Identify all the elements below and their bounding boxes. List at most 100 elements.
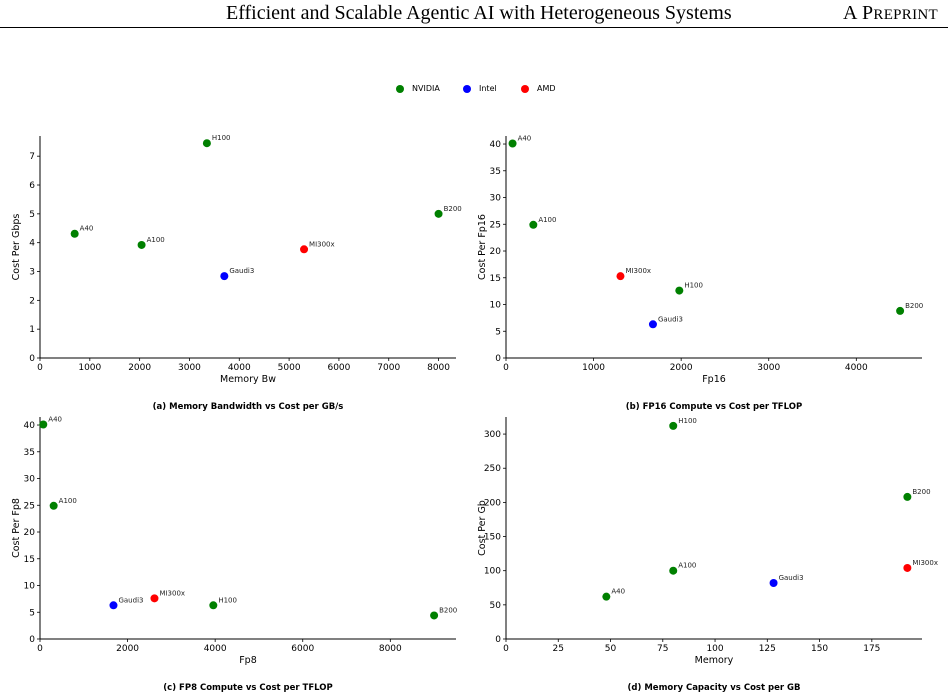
y-tick-label: 5 — [29, 608, 35, 618]
data-point-mi300x — [616, 272, 625, 281]
x-tick-label: 4000 — [845, 363, 868, 373]
x-tick-label: 4000 — [204, 644, 227, 654]
y-tick-label: 20 — [490, 247, 502, 257]
x-tick-label: 6000 — [291, 644, 314, 654]
y-tick-label: 35 — [24, 448, 35, 458]
data-point-mi300x — [300, 245, 309, 254]
y-tick-label: 10 — [24, 582, 36, 592]
x-tick-label: 150 — [811, 644, 828, 654]
y-tick-label: 35 — [490, 167, 501, 177]
y-tick-label: 0 — [495, 635, 501, 645]
data-label-b200: B200 — [439, 606, 457, 614]
data-label-b200: B200 — [912, 488, 930, 496]
x-tick-label: 1000 — [582, 363, 605, 373]
x-tick-label: 1000 — [78, 363, 101, 373]
data-point-a100 — [137, 240, 146, 249]
data-label-gaudi3: Gaudi3 — [779, 574, 804, 582]
data-point-gaudi3 — [648, 320, 657, 329]
x-tick-label: 25 — [553, 644, 564, 654]
x-tick-label: 50 — [605, 644, 617, 654]
x-tick-label: 125 — [759, 644, 776, 654]
y-axis-label: Cost Per Fp16 — [477, 214, 488, 280]
preprint-label: A PREPRINT — [843, 2, 938, 24]
data-label-gaudi3: Gaudi3 — [658, 315, 683, 323]
legend-marker-amd — [521, 84, 529, 93]
x-tick-label: 75 — [657, 644, 668, 654]
page-header: Efficient and Scalable Agentic AI with H… — [0, 0, 948, 30]
y-tick-label: 150 — [484, 533, 501, 543]
data-point-a40 — [39, 420, 48, 429]
y-tick-label: 25 — [490, 220, 501, 230]
data-label-a40: A40 — [611, 588, 625, 596]
y-tick-label: 40 — [490, 140, 502, 150]
data-point-gaudi3 — [109, 601, 118, 610]
data-label-mi300x: MI300x — [309, 240, 335, 248]
y-tick-label: 5 — [495, 327, 501, 337]
data-label-a100: A100 — [59, 497, 77, 505]
x-tick-label: 3000 — [757, 363, 780, 373]
data-label-a40: A40 — [80, 225, 94, 233]
legend-item-amd: AMD — [521, 84, 556, 93]
data-point-gaudi3 — [220, 272, 229, 281]
y-tick-label: 200 — [484, 498, 501, 508]
x-tick-label: 4000 — [228, 363, 251, 373]
data-label-a100: A100 — [147, 236, 165, 244]
y-tick-label: 1 — [29, 325, 35, 335]
data-label-mi300x: MI300x — [159, 589, 185, 597]
data-point-b200 — [896, 306, 905, 315]
caption-b: (b) FP16 Compute vs Cost per TFLOP — [625, 402, 803, 412]
data-label-h100: H100 — [678, 417, 697, 425]
x-tick-label: 2000 — [670, 363, 693, 373]
data-label-a40: A40 — [518, 134, 532, 142]
y-tick-label: 30 — [490, 194, 502, 204]
x-tick-label: 8000 — [427, 363, 450, 373]
y-tick-label: 15 — [24, 555, 35, 565]
x-tick-label: 6000 — [327, 363, 350, 373]
y-tick-label: 3 — [29, 268, 35, 278]
y-tick-label: 25 — [24, 501, 35, 511]
data-label-b200: B200 — [905, 302, 923, 310]
data-point-mi300x — [150, 594, 159, 603]
y-axis-label: Cost Per Fp8 — [11, 498, 22, 558]
x-tick-label: 8000 — [379, 644, 402, 654]
data-point-h100 — [202, 139, 211, 148]
legend-item-intel: Intel — [463, 84, 497, 93]
data-label-mi300x: MI300x — [912, 559, 938, 567]
y-tick-label: 0 — [495, 354, 501, 364]
y-tick-label: 15 — [490, 274, 501, 284]
x-tick-label: 100 — [706, 644, 723, 654]
y-tick-label: 6 — [29, 181, 35, 191]
x-tick-label: 2000 — [116, 644, 139, 654]
data-label-gaudi3: Gaudi3 — [118, 596, 143, 604]
y-tick-label: 300 — [484, 430, 501, 440]
legend-label-amd: AMD — [537, 84, 556, 93]
data-point-mi300x — [903, 563, 912, 572]
x-axis-label: Memory — [695, 655, 734, 666]
legend-label-nvidia: NVIDIA — [412, 84, 440, 93]
data-point-a100 — [529, 220, 538, 229]
y-tick-label: 40 — [24, 421, 36, 431]
data-point-h100 — [209, 601, 218, 610]
data-point-a40 — [70, 229, 79, 238]
y-tick-label: 20 — [24, 528, 36, 538]
x-tick-label: 3000 — [178, 363, 201, 373]
y-axis-label: Cost Per Gb — [477, 500, 488, 556]
caption-c: (c) FP8 Compute vs Cost per TFLOP — [163, 683, 333, 693]
x-tick-label: 7000 — [377, 363, 400, 373]
x-axis-label: Memory Bw — [220, 374, 276, 385]
data-point-h100 — [675, 286, 684, 295]
y-tick-label: 0 — [29, 354, 35, 364]
y-tick-label: 10 — [490, 301, 502, 311]
y-tick-label: 50 — [490, 601, 502, 611]
y-tick-label: 30 — [24, 475, 36, 485]
x-tick-label: 0 — [37, 363, 43, 373]
data-point-gaudi3 — [769, 578, 778, 587]
data-label-h100: H100 — [684, 282, 703, 290]
y-tick-label: 4 — [29, 239, 35, 249]
x-tick-label: 5000 — [278, 363, 301, 373]
x-tick-label: 0 — [37, 644, 43, 654]
legend-item-nvidia: NVIDIA — [396, 84, 440, 93]
data-point-a100 — [49, 501, 58, 510]
caption-d: (d) Memory Capacity vs Cost per GB — [627, 683, 801, 693]
y-axis-label: Cost Per Gbps — [11, 214, 22, 281]
